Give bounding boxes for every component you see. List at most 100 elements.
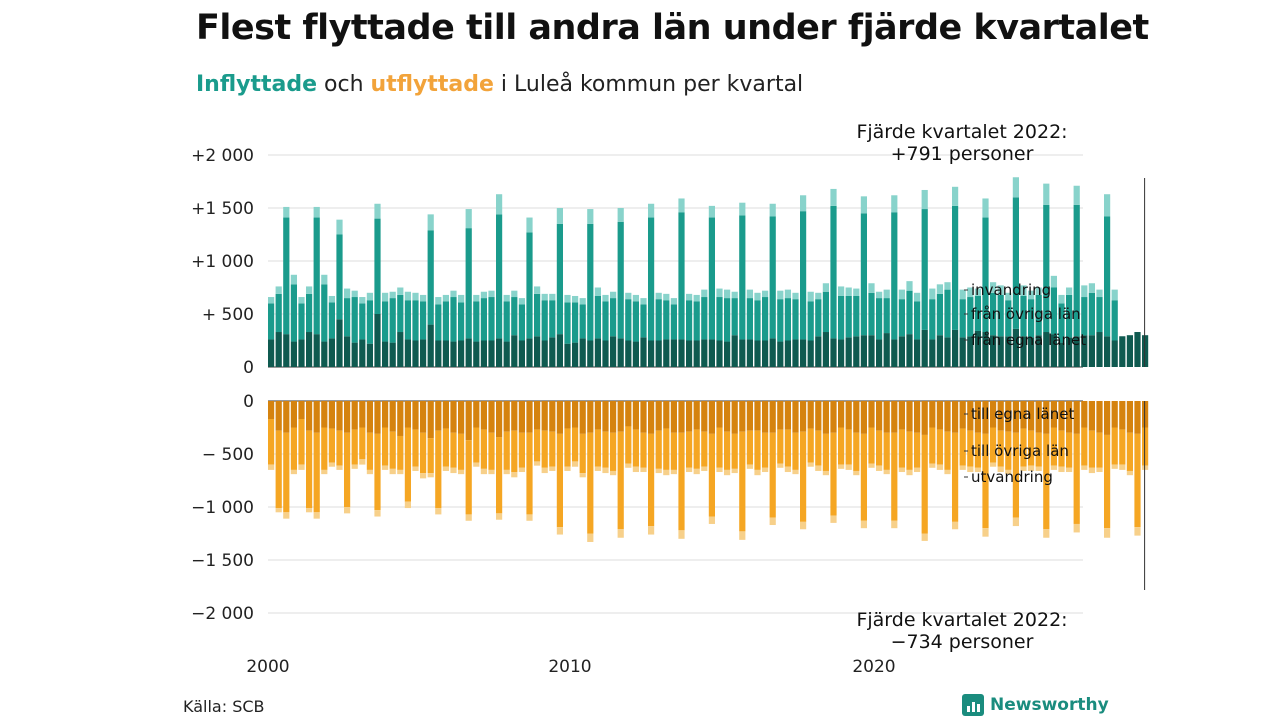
- bar-in-2: [534, 286, 541, 294]
- bar-in-2: [572, 295, 579, 303]
- annotation-top-line1: Fjärde kvartalet 2022:: [856, 121, 1067, 143]
- bar-out-1: [686, 431, 693, 468]
- bar-out-2: [822, 470, 829, 476]
- bar-out-0: [914, 401, 921, 433]
- bar-in-0: [442, 340, 449, 367]
- bar-in-0: [321, 341, 328, 367]
- bar-out-2: [556, 527, 563, 535]
- bar-in-1: [746, 298, 753, 340]
- bar-in-0: [655, 340, 662, 367]
- bar-in-1: [389, 298, 396, 343]
- bar-out-0: [351, 401, 358, 430]
- bar-out-2: [290, 469, 297, 475]
- bar-in-2: [480, 291, 487, 299]
- bar-in-0: [1005, 336, 1012, 367]
- bar-in-2: [496, 194, 503, 215]
- bar-in-2: [708, 205, 715, 218]
- bar-in-2: [929, 288, 936, 300]
- bar-out-2: [412, 466, 419, 471]
- bar-in-1: [321, 284, 328, 342]
- bar-in-1: [678, 212, 685, 340]
- bar-out-1: [1088, 430, 1095, 468]
- subtitle-inflyttade: Inflyttade: [196, 72, 318, 97]
- bar-in-2: [731, 291, 738, 299]
- bar-out-0: [587, 401, 594, 433]
- bar-out-2: [724, 469, 731, 476]
- newsworthy-logo: Newsworthy: [962, 694, 1109, 716]
- bar-in-1: [458, 302, 465, 341]
- bar-out-1: [724, 431, 731, 470]
- bar-out-2: [914, 467, 921, 473]
- bar-in-0: [921, 329, 928, 367]
- bar-out-1: [283, 432, 290, 513]
- bar-in-0: [488, 340, 495, 367]
- bar-out-2: [1020, 466, 1027, 471]
- bar-in-0: [731, 335, 738, 367]
- bar-out-0: [488, 401, 495, 433]
- bar-out-2: [967, 466, 974, 473]
- bar-in-2: [374, 203, 381, 219]
- series-label-out: till övriga län: [971, 442, 1069, 460]
- bar-out-2: [830, 515, 837, 523]
- bar-in-1: [420, 301, 427, 340]
- bar-out-0: [959, 401, 966, 429]
- bar-out-1: [594, 429, 601, 467]
- bar-in-0: [1012, 328, 1019, 367]
- bar-out-1: [298, 419, 305, 465]
- bar-out-1: [549, 431, 556, 467]
- bar-in-2: [268, 297, 275, 304]
- bar-in-1: [435, 304, 442, 341]
- bar-in-1: [777, 299, 784, 342]
- bar-in-0: [822, 332, 829, 367]
- bar-in-2: [1111, 289, 1118, 301]
- bar-out-0: [792, 401, 799, 433]
- bar-out-2: [488, 469, 495, 475]
- bar-out-0: [982, 401, 989, 434]
- bar-in-0: [480, 340, 487, 367]
- bar-in-1: [1081, 297, 1088, 336]
- bar-in-2: [648, 203, 655, 218]
- bar-in-2: [435, 297, 442, 305]
- bar-out-1: [389, 431, 396, 469]
- bar-out-2: [906, 469, 913, 476]
- bar-in-1: [868, 292, 875, 336]
- bar-out-0: [1058, 401, 1065, 431]
- bar-in-0: [670, 339, 677, 367]
- bar-in-2: [564, 294, 571, 303]
- bar-out-1: [876, 430, 883, 466]
- bar-out-1: [359, 427, 366, 460]
- bar-out-2: [982, 528, 989, 537]
- bar-in-1: [830, 205, 837, 339]
- subtitle-och: och: [324, 72, 364, 97]
- bar-in-2: [906, 281, 913, 291]
- bar-out-2: [1134, 527, 1141, 536]
- bar-in-2: [549, 293, 556, 301]
- annotation-top-line2: +791 personer: [891, 143, 1034, 165]
- bar-out-0: [762, 401, 769, 433]
- bar-out-1: [792, 432, 799, 470]
- bar-in-2: [1035, 287, 1042, 295]
- bar-in-0: [579, 338, 586, 367]
- bar-in-1: [708, 217, 715, 340]
- bar-out-0: [800, 401, 807, 432]
- bar-in-0: [1081, 335, 1088, 367]
- bar-in-2: [1028, 290, 1035, 300]
- bar-out-1: [610, 432, 617, 471]
- bar-out-2: [929, 463, 936, 468]
- series-label-out: till egna länet: [971, 405, 1074, 423]
- bar-out-2: [526, 514, 533, 521]
- bar-out-1: [488, 432, 495, 470]
- bar-out-2: [739, 531, 746, 540]
- bar-out-2: [1035, 466, 1042, 471]
- bar-in-2: [830, 188, 837, 206]
- bar-out-1: [914, 432, 921, 468]
- bar-out-2: [716, 467, 723, 473]
- bar-in-1: [610, 298, 617, 337]
- bar-in-1: [815, 299, 822, 337]
- bar-in-1: [404, 300, 411, 340]
- bar-out-0: [298, 401, 305, 420]
- bar-out-2: [807, 462, 814, 467]
- bar-in-1: [663, 300, 670, 340]
- bar-in-2: [283, 206, 290, 218]
- bar-out-0: [936, 401, 943, 430]
